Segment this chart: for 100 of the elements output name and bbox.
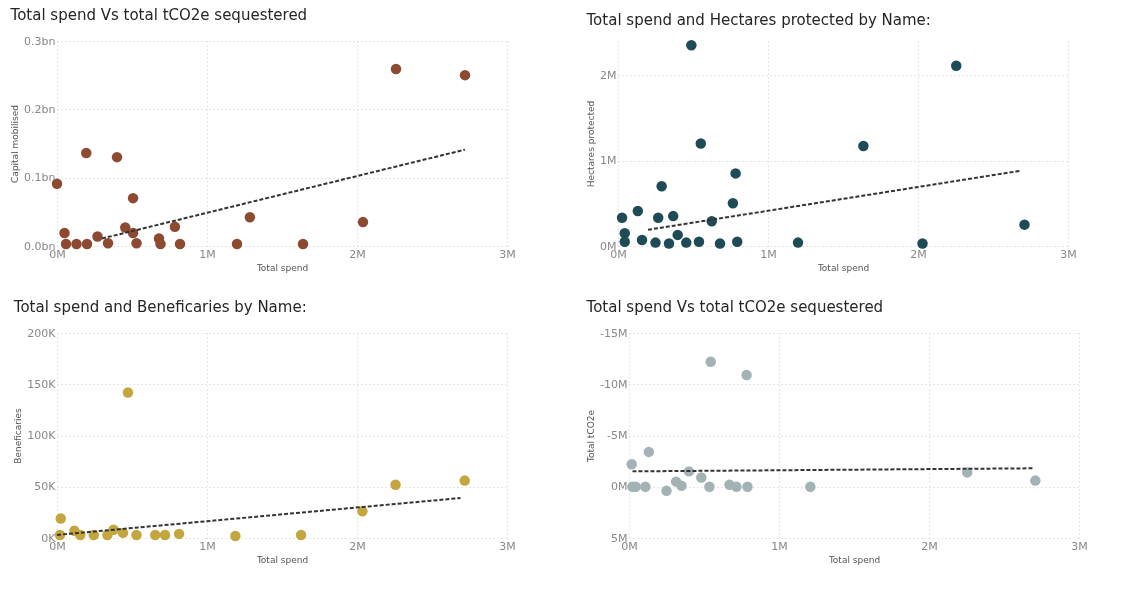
point bbox=[244, 212, 256, 223]
point bbox=[81, 238, 93, 250]
point bbox=[731, 481, 742, 492]
point bbox=[661, 485, 672, 497]
y-tick-label: 150K bbox=[27, 377, 57, 391]
point bbox=[169, 221, 181, 233]
point bbox=[127, 192, 139, 204]
point bbox=[727, 198, 739, 209]
point bbox=[730, 168, 741, 179]
x-tick-label: 3M bbox=[499, 539, 516, 553]
point bbox=[695, 138, 707, 149]
point bbox=[663, 238, 675, 249]
point bbox=[805, 481, 816, 492]
point bbox=[390, 479, 401, 490]
point bbox=[295, 529, 307, 541]
y-axis-title: Hectares protected bbox=[586, 100, 597, 188]
point bbox=[714, 238, 726, 249]
point bbox=[742, 481, 753, 492]
point bbox=[357, 216, 369, 228]
chart-title: Total spend and Beneficaries by Name: bbox=[12, 298, 307, 316]
point bbox=[60, 238, 72, 250]
point bbox=[122, 387, 134, 398]
point bbox=[619, 236, 630, 247]
point bbox=[120, 222, 131, 233]
point bbox=[459, 69, 471, 81]
x-tick-label: 3M bbox=[499, 247, 516, 261]
point bbox=[650, 237, 661, 248]
point bbox=[1019, 219, 1030, 230]
chart-title: Total spend and Hectares protected by Name: bbox=[585, 11, 931, 30]
point bbox=[357, 506, 368, 517]
point bbox=[619, 227, 630, 239]
x-tick-label: 3M bbox=[1060, 247, 1077, 261]
chart-title: Total spend Vs total tCO2e sequestered bbox=[9, 6, 308, 24]
y-axis-title: Total tCO2e bbox=[586, 409, 597, 464]
point bbox=[173, 528, 185, 540]
point bbox=[1030, 475, 1041, 486]
point bbox=[636, 234, 648, 246]
y-tick-label: 2M bbox=[600, 68, 617, 82]
point bbox=[741, 369, 752, 381]
point bbox=[686, 40, 697, 51]
point bbox=[667, 210, 679, 222]
y-axis-title: Beneficaries bbox=[13, 407, 24, 464]
point bbox=[102, 529, 113, 541]
point bbox=[459, 475, 470, 486]
point bbox=[81, 147, 92, 159]
y-tick-label: 0.2bn bbox=[24, 102, 56, 116]
point bbox=[672, 229, 683, 241]
point bbox=[676, 480, 687, 491]
point bbox=[705, 356, 716, 367]
y-axis-title: Capital mobilised bbox=[10, 105, 21, 183]
point bbox=[102, 238, 114, 249]
point bbox=[390, 63, 402, 75]
point bbox=[159, 529, 171, 541]
x-axis-title: Total spend bbox=[827, 554, 881, 565]
point bbox=[652, 212, 664, 224]
chart-title: Total spend Vs total tCO2e sequestered bbox=[585, 298, 884, 316]
y-tick-label: 200K bbox=[27, 326, 57, 340]
point bbox=[131, 238, 142, 249]
x-tick-label: 2M bbox=[910, 247, 927, 261]
point bbox=[230, 530, 241, 542]
y-tick-label: 1M bbox=[600, 154, 617, 168]
y-tick-label: 0M bbox=[611, 480, 628, 494]
point bbox=[681, 237, 692, 248]
y-tick-label: 100K bbox=[27, 429, 57, 442]
point bbox=[231, 238, 243, 250]
x-tick-label: 1M bbox=[199, 539, 216, 553]
point bbox=[640, 481, 651, 492]
point bbox=[704, 481, 715, 492]
point bbox=[59, 227, 70, 239]
y-tick-label: 0.1bn bbox=[24, 171, 56, 185]
point bbox=[626, 458, 637, 470]
x-tick-label: 2M bbox=[349, 247, 366, 261]
point bbox=[131, 529, 142, 541]
point bbox=[858, 140, 869, 152]
point bbox=[111, 151, 123, 163]
y-tick-label: 0.3bn bbox=[24, 34, 56, 48]
point bbox=[174, 238, 186, 250]
point bbox=[297, 238, 309, 250]
x-tick-label: 3M bbox=[1071, 539, 1088, 553]
x-axis-title: Total spend bbox=[255, 554, 309, 565]
point bbox=[917, 238, 928, 249]
point bbox=[951, 60, 962, 71]
point bbox=[71, 238, 82, 250]
x-tick-label: 2M bbox=[349, 539, 366, 553]
y-tick-label: -10M bbox=[600, 377, 628, 391]
point bbox=[92, 231, 103, 242]
y-tick-label: -5M bbox=[607, 429, 628, 442]
point bbox=[632, 205, 644, 217]
x-tick-label: 2M bbox=[921, 539, 938, 553]
point bbox=[643, 446, 655, 458]
x-tick-label: 1M bbox=[771, 539, 788, 553]
point bbox=[656, 180, 667, 192]
x-tick-label: 1M bbox=[760, 247, 777, 261]
point bbox=[616, 212, 628, 224]
point bbox=[792, 237, 804, 248]
x-axis-title: Total spend bbox=[816, 262, 870, 273]
point bbox=[150, 529, 161, 541]
y-tick-label: 50K bbox=[34, 480, 57, 494]
point bbox=[693, 236, 705, 247]
point bbox=[732, 236, 743, 247]
